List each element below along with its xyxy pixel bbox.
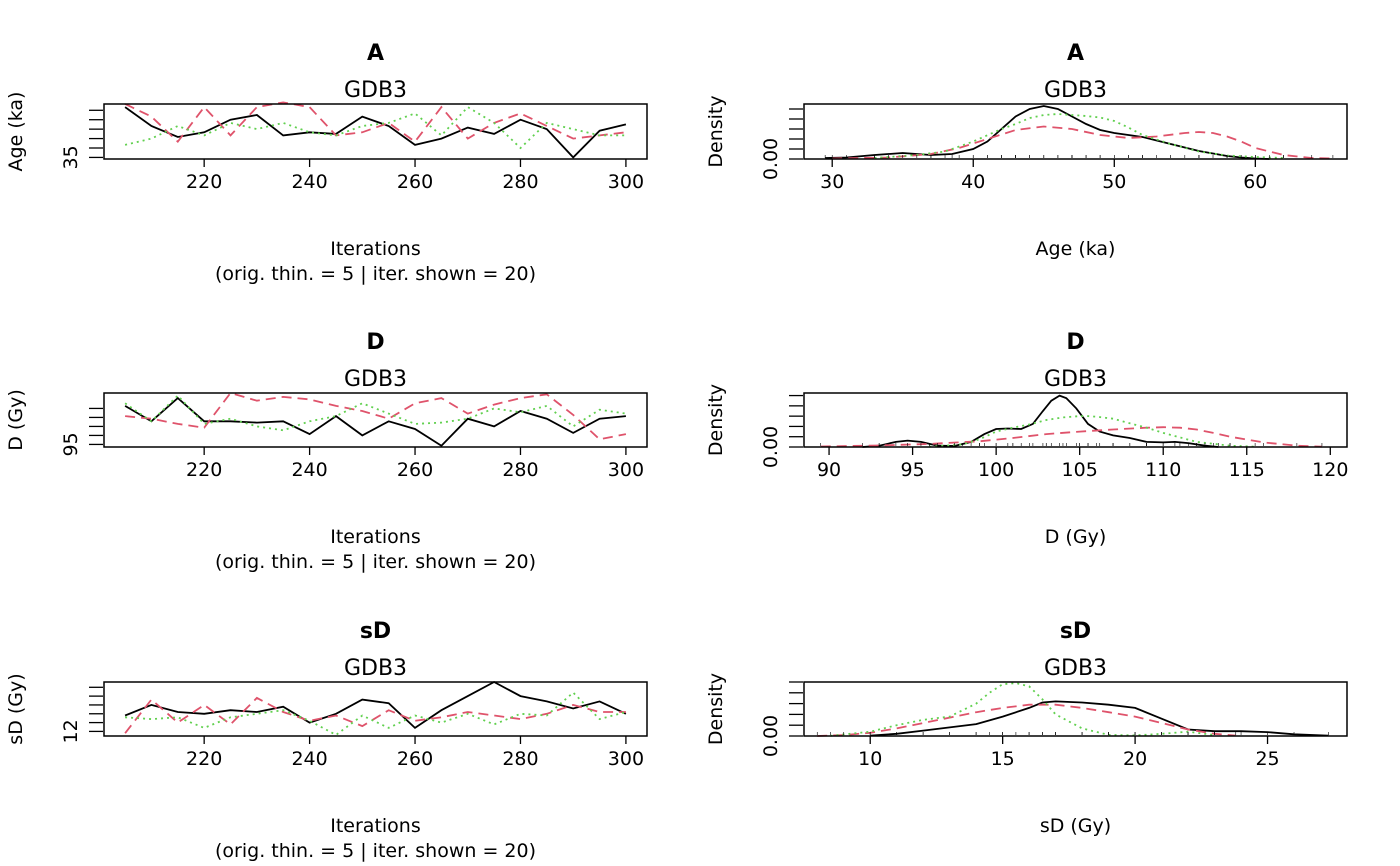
y-tick-label: 0.00 xyxy=(760,426,782,468)
panel-subtitle: GDB3 xyxy=(1044,656,1107,681)
y-axis-label: sD (Gy) xyxy=(5,673,27,744)
x-tick-label: 90 xyxy=(817,459,841,481)
y-tick-label: 95 xyxy=(60,432,82,456)
x-axis-sublabel: (orig. thin. = 5 | iter. shown = 20) xyxy=(215,551,536,573)
x-tick-label: 10 xyxy=(858,748,882,770)
x-tick-label: 280 xyxy=(502,748,538,770)
panel-title: D xyxy=(1066,330,1084,355)
x-tick-label: 15 xyxy=(991,748,1015,770)
x-tick-label: 260 xyxy=(397,171,433,193)
series-line-1 xyxy=(124,106,627,159)
x-axis-sublabel: (orig. thin. = 5 | iter. shown = 20) xyxy=(215,263,536,285)
x-tick-label: 115 xyxy=(1229,459,1265,481)
panel-subtitle: GDB3 xyxy=(1044,367,1107,392)
panel-title: A xyxy=(367,41,384,66)
x-tick-label: 120 xyxy=(1312,459,1348,481)
x-tick-label: 50 xyxy=(1102,171,1126,193)
x-tick-label: 300 xyxy=(608,748,644,770)
x-tick-label: 105 xyxy=(1062,459,1098,481)
x-tick-label: 20 xyxy=(1123,748,1147,770)
panel-title: D xyxy=(366,330,384,355)
x-tick-label: 110 xyxy=(1145,459,1181,481)
series-line-1 xyxy=(870,700,1329,737)
plot-box xyxy=(803,392,1348,448)
y-tick-label: 0.00 xyxy=(760,138,782,180)
panel-title: sD xyxy=(360,619,391,644)
series-line-3 xyxy=(929,415,1256,448)
x-axis-label: D (Gy) xyxy=(1045,526,1106,548)
x-axis-label: Iterations xyxy=(330,526,421,548)
x-tick-label: 300 xyxy=(608,171,644,193)
x-tick-label: 220 xyxy=(186,748,222,770)
series-line-1 xyxy=(124,680,627,730)
x-tick-label: 60 xyxy=(1243,171,1267,193)
x-tick-label: 240 xyxy=(291,171,327,193)
x-axis-label: Iterations xyxy=(330,238,421,260)
x-tick-label: 300 xyxy=(608,459,644,481)
x-tick-label: 40 xyxy=(961,171,985,193)
plot-box xyxy=(103,103,648,160)
x-axis-label: sD (Gy) xyxy=(1040,815,1111,837)
panel-title: sD xyxy=(1060,619,1091,644)
series-line-2 xyxy=(124,696,626,734)
series-line-2 xyxy=(832,125,1333,160)
y-tick-label: 12 xyxy=(60,719,82,743)
panel-subtitle: GDB3 xyxy=(344,656,407,681)
series-line-2 xyxy=(124,101,627,144)
y-axis-label: Age (ka) xyxy=(5,92,27,172)
x-tick-label: 100 xyxy=(978,459,1014,481)
x-tick-label: 280 xyxy=(502,459,538,481)
y-tick-label: 0.00 xyxy=(760,715,782,757)
plot-box xyxy=(103,681,648,737)
x-axis-sublabel: (orig. thin. = 5 | iter. shown = 20) xyxy=(215,840,536,862)
series-line-3 xyxy=(125,691,627,736)
series-line-1 xyxy=(124,396,626,447)
x-axis-label: Iterations xyxy=(330,815,421,837)
panel-subtitle: GDB3 xyxy=(344,367,407,392)
x-tick-label: 30 xyxy=(820,171,844,193)
x-tick-label: 220 xyxy=(186,171,222,193)
x-tick-label: 95 xyxy=(901,459,925,481)
x-tick-label: 260 xyxy=(397,459,433,481)
panel-title: A xyxy=(1067,41,1084,66)
panel-subtitle: GDB3 xyxy=(1044,78,1107,103)
x-tick-label: 240 xyxy=(291,459,327,481)
series-line-3 xyxy=(124,105,626,150)
plot-box xyxy=(103,392,648,448)
y-axis-label: Density xyxy=(705,95,727,167)
x-tick-label: 280 xyxy=(502,171,538,193)
x-axis-label: Age (ka) xyxy=(1036,238,1116,260)
panel-subtitle: GDB3 xyxy=(344,78,407,103)
plot-box xyxy=(803,103,1348,160)
series-line-2 xyxy=(817,703,1236,737)
y-axis-label: Density xyxy=(705,673,727,745)
y-tick-label: 35 xyxy=(60,145,82,169)
x-tick-label: 220 xyxy=(186,459,222,481)
series-line-3 xyxy=(830,682,1215,737)
y-axis-label: Density xyxy=(705,384,727,456)
series-line-2 xyxy=(125,391,627,441)
plot-box xyxy=(803,681,1348,737)
series-line-3 xyxy=(124,394,627,432)
x-tick-label: 260 xyxy=(397,748,433,770)
x-tick-label: 25 xyxy=(1255,748,1279,770)
y-axis-label: D (Gy) xyxy=(5,389,27,450)
series-line-3 xyxy=(874,113,1284,159)
x-tick-label: 240 xyxy=(291,748,327,770)
